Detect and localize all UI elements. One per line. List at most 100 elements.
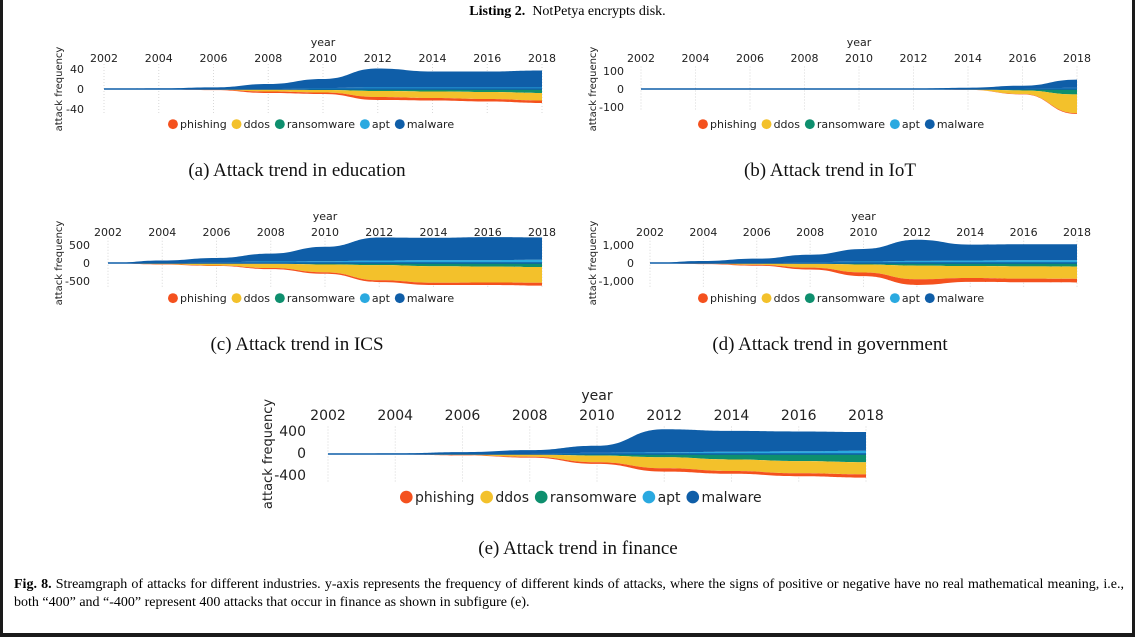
page-border-bottom: [0, 633, 1135, 637]
stream-malware: [641, 79, 1077, 89]
stream-ransomware: [104, 89, 542, 93]
y-tick-label: 0: [83, 257, 90, 270]
y-tick-label: 100: [603, 65, 624, 78]
y-tick-label: -40: [66, 103, 84, 116]
x-tick-label: 2006: [445, 408, 481, 424]
x-tick-label: 2004: [682, 52, 710, 65]
stream-phishing: [104, 89, 542, 103]
stream-phishing: [650, 263, 1077, 285]
chart-2: 2002 2004 2006 2008 2010 2012 2014 2016 2018 year…: [588, 36, 1091, 181]
x-tick-label: 2014: [956, 226, 984, 239]
legend-label-apt: apt: [372, 292, 391, 305]
listing-title: Listing 2. NotPetya encrypts disk.: [0, 4, 1135, 20]
x-tick-label: 2016: [474, 226, 502, 239]
stream-apt: [328, 450, 866, 454]
x-tick-label: 2016: [1009, 52, 1037, 65]
legend-label-ransomware: ransomware: [287, 118, 355, 131]
figure-text: Streamgraph of attacks for different ind…: [14, 577, 1124, 610]
stream-apt: [108, 259, 542, 263]
x-tick-label: 2012: [364, 52, 392, 65]
x-tick-label: 2012: [646, 408, 682, 424]
x-tick-label: 2004: [377, 408, 413, 424]
legend-label-ransomware: ransomware: [817, 292, 885, 305]
subfigure-caption: (c) Attack trend in ICS: [210, 334, 383, 355]
legend-swatch-ransomware: [274, 293, 285, 304]
stream-malware: [108, 237, 542, 263]
x-tick-label: 2010: [311, 226, 339, 239]
legend-label-ransomware: ransomware: [287, 292, 355, 305]
x-tick-label: 2008: [796, 226, 824, 239]
y-tick-label: -400: [274, 468, 306, 484]
x-tick-label: 2008: [257, 226, 285, 239]
stream-ransomware: [328, 454, 866, 463]
y-tick-label: 400: [279, 424, 306, 440]
chart-3: 2002 2004 2006 2008 2010 2012 2014 2016 2018 year…: [54, 210, 556, 355]
x-tick-label: 2010: [850, 226, 878, 239]
x-axis-label: year: [581, 388, 612, 404]
stream-ddos: [641, 89, 1077, 114]
x-axis-label: year: [311, 36, 336, 49]
x-tick-label: 2010: [579, 408, 615, 424]
legend-swatch-malware: [686, 490, 700, 504]
legend-label-phishing: phishing: [710, 292, 757, 305]
legend-swatch-ransomware: [804, 119, 815, 130]
legend-swatch-malware: [394, 293, 405, 304]
legend-swatch-apt: [889, 119, 900, 130]
legend-label-apt: apt: [372, 118, 391, 131]
legend-label-malware: malware: [407, 118, 455, 131]
x-tick-label: 2014: [954, 52, 982, 65]
legend-swatch-ddos: [761, 119, 772, 130]
y-tick-label: -1,000: [599, 275, 634, 288]
legend-swatch-ransomware: [804, 293, 815, 304]
stream-malware: [328, 429, 866, 454]
legend-swatch-phishing: [400, 490, 413, 504]
legend-label-ddos: ddos: [774, 118, 801, 131]
chart-1: 2002 2004 2006 2008 2010 2012 2014 2016 2018 year…: [54, 36, 556, 181]
x-tick-label: 2006: [200, 52, 228, 65]
legend-swatch-ransomware: [534, 490, 548, 504]
legend-label-phishing: phishing: [415, 490, 474, 506]
x-tick-label: 2010: [309, 52, 337, 65]
legend-swatch-apt: [642, 490, 656, 504]
x-axis-label: year: [851, 210, 876, 223]
legend-swatch-ransomware: [274, 119, 285, 130]
chart-4: 2002 2004 2006 2008 2010 2012 2014 2016 2018 year…: [588, 210, 1091, 355]
legend-label-phishing: phishing: [710, 118, 757, 131]
x-tick-label: 2014: [714, 408, 750, 424]
legend-label-malware: malware: [937, 292, 985, 305]
listing-text: NotPetya encrypts disk.: [532, 4, 666, 19]
legend-swatch-phishing: [698, 119, 708, 130]
chart-5: 2002 2004 2006 2008 2010 2012 2014 2016 2018 year…: [261, 388, 884, 559]
stream-ransomware: [650, 263, 1077, 267]
y-axis-label: attack frequency: [54, 221, 65, 306]
x-tick-label: 2002: [636, 226, 664, 239]
legend-swatch-malware: [924, 293, 935, 304]
legend-swatch-phishing: [168, 293, 178, 304]
y-tick-label: 40: [70, 63, 84, 76]
legend-swatch-ddos: [231, 293, 242, 304]
x-tick-label: 2002: [310, 408, 346, 424]
y-tick-label: 0: [627, 257, 634, 270]
page-border-right: [1132, 0, 1135, 637]
stream-ddos: [328, 454, 866, 475]
x-tick-label: 2018: [1063, 52, 1091, 65]
stream-ddos: [650, 263, 1077, 280]
legend-swatch-ddos: [480, 490, 493, 504]
x-tick-label: 2012: [900, 52, 928, 65]
y-axis-label: attack frequency: [588, 47, 599, 132]
stream-ddos: [108, 263, 542, 283]
x-axis-label: year: [313, 210, 338, 223]
stream-malware: [104, 68, 542, 89]
x-tick-label: 2014: [419, 52, 447, 65]
legend-label-apt: apt: [658, 490, 681, 506]
stream-phishing: [108, 263, 542, 286]
stream-ransomware: [108, 263, 542, 267]
x-tick-label: 2018: [528, 226, 556, 239]
y-tick-label: 0: [297, 446, 306, 462]
subfigure-caption: (b) Attack trend in IoT: [744, 160, 916, 181]
legend-label-malware: malware: [937, 118, 985, 131]
y-tick-label: -500: [65, 275, 90, 288]
stream-phishing: [328, 454, 866, 478]
stream-malware: [650, 239, 1077, 263]
subfigure-caption: (a) Attack trend in education: [188, 160, 406, 181]
